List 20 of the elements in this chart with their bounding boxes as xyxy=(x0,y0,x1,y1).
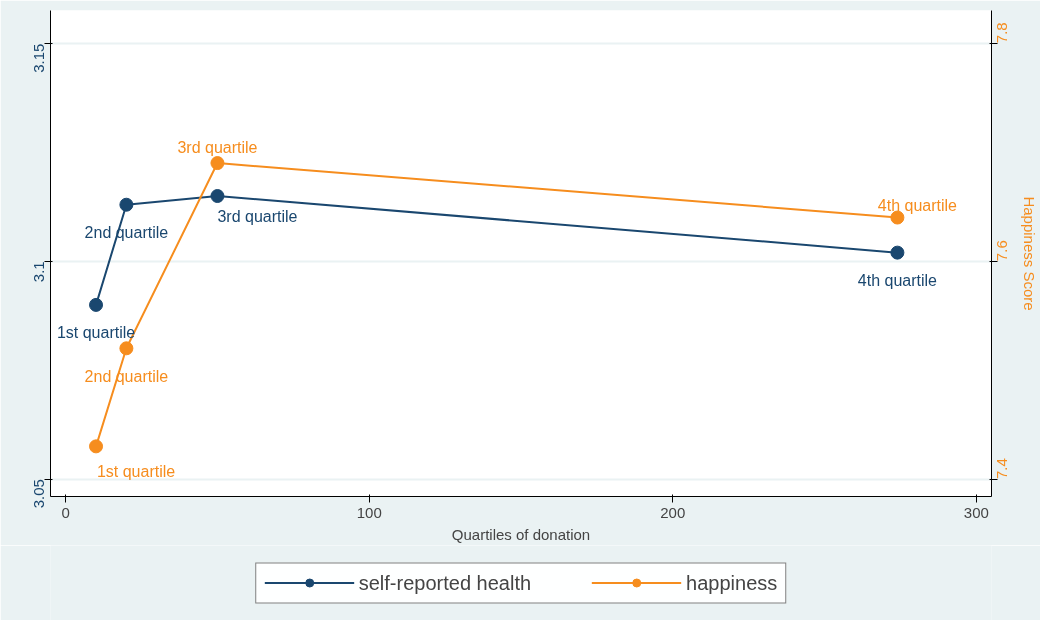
annotation: 4th quartile xyxy=(877,197,958,215)
x-tick-label: 200 xyxy=(660,503,686,521)
y-tick-label: 3.15 xyxy=(30,43,48,73)
y2-axis-title: Happiness Score xyxy=(1020,196,1038,311)
annotation: 1st quartile xyxy=(56,324,136,342)
annotation: 3rd quartile xyxy=(217,207,298,225)
y2-tick-label: 7.8 xyxy=(993,22,1011,44)
y-tick-label: 3.05 xyxy=(30,479,48,509)
x-tick-label: 100 xyxy=(356,503,382,521)
legend-label: self-reported health xyxy=(358,571,532,594)
y2-tick-label: 7.6 xyxy=(993,240,1011,262)
x-tick-label: 0 xyxy=(61,503,70,521)
x-axis-title: Quartiles of donation xyxy=(451,525,591,543)
x-tick-label: 300 xyxy=(963,503,989,521)
y2-tick-label: 7.4 xyxy=(993,458,1011,480)
legend-label: happiness xyxy=(686,571,778,594)
annotation: 1st quartile xyxy=(96,462,176,480)
annotation: 4th quartile xyxy=(857,272,938,290)
y-tick-label: 3.1 xyxy=(30,261,48,283)
annotation: 3rd quartile xyxy=(177,138,258,156)
